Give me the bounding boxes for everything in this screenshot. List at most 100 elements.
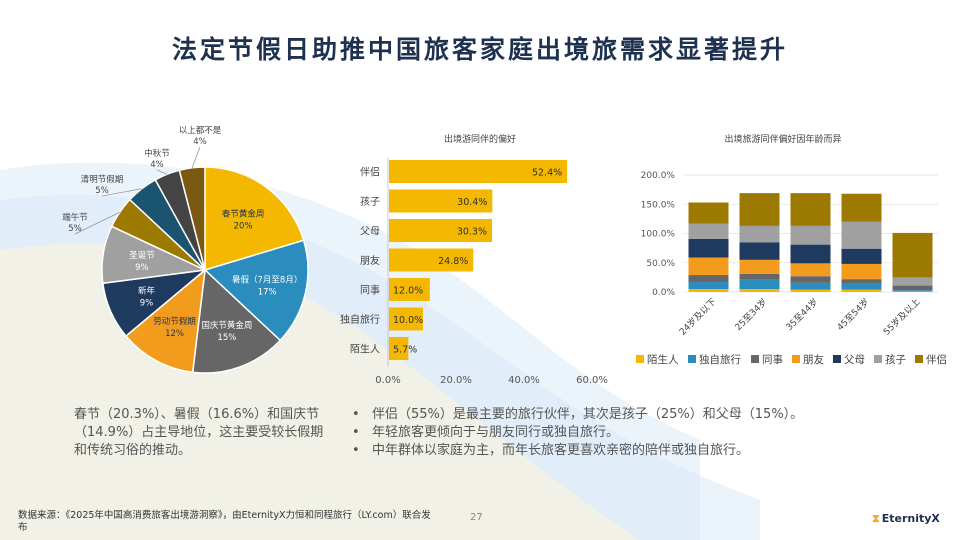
logo-icon: ⧗ (872, 512, 880, 525)
legend-label: 独自旅行 (699, 353, 741, 366)
stacked-bar-segment (790, 276, 831, 283)
slice-value: 12% (165, 329, 184, 339)
y-tick-label: 0.0% (652, 288, 675, 298)
stacked-bar-segment (688, 289, 729, 292)
summary-paragraph: 春节（20.3%）、暑假（16.6%）和国庆节（14.9%）占主导地位，这主要受… (74, 407, 324, 458)
stacked-bar-segment (841, 248, 882, 264)
slice-label: 清明节假期 (81, 174, 124, 185)
stacked-bar-segment (841, 221, 882, 249)
stacked-bar-segment (688, 257, 729, 276)
slice-label: 以上都不是 (179, 126, 222, 136)
slice-label: 春节黄金周 (222, 209, 265, 220)
stacked-bar-segment (688, 223, 729, 239)
stacked-bar-segment (688, 275, 729, 283)
slice-value: 9% (140, 299, 154, 309)
bar-value-label: 10.0% (393, 315, 423, 326)
y-tick-label: 50.0% (646, 259, 675, 269)
slice-value: 4% (193, 137, 207, 147)
insight-list: 伴侣（55%）是最主要的旅行伙伴，其次是孩子（25%）和父母（15%）。 年轻旅… (348, 406, 908, 460)
stacked-bar-segment (739, 279, 780, 290)
slice-value: 20% (234, 222, 253, 232)
x-tick-label: 25至34岁 (732, 296, 769, 333)
category-label: 孩子 (360, 195, 380, 208)
x-tick-label: 45至54岁 (834, 296, 871, 333)
legend-label: 父母 (844, 354, 865, 366)
bar-value-label: 30.4% (457, 197, 487, 208)
slice-value: 4% (150, 160, 164, 170)
legend-label: 陌生人 (647, 353, 679, 366)
stacked-bar-segment (739, 225, 780, 243)
slice-value: 17% (258, 288, 277, 298)
stacked-bar-segment (790, 282, 831, 290)
bar (389, 219, 493, 242)
slice-label: 暑假（7月至8月） (232, 275, 302, 286)
slice-label: 国庆节黄金周 (201, 320, 252, 331)
page-title: 法定节假日助推中国旅客家庭出境旅需求显著提升 (171, 35, 788, 64)
bar-value-label: 12.0% (393, 286, 423, 297)
legend-label: 同事 (762, 353, 783, 366)
stacked-bar-segment (790, 289, 831, 292)
legend-swatch (833, 355, 841, 363)
companion-bar-chart: 出境游同伴的偏好 0.0% 20.0% 40.0% 60.0% 伴侣 52.4% 孩子 30.4… (340, 133, 608, 386)
stacked-bar-segment (841, 193, 882, 222)
stacked-bar-segment (688, 238, 729, 258)
source-note: 数据来源：《2025年中国高消费旅客出境游洞察》，由EternityX力恒和同程… (18, 510, 431, 533)
page-number: 27 (470, 512, 483, 523)
slice-value: 15% (217, 333, 236, 343)
pie-chart: 春节黄金周 20% 暑假（7月至8月） 17% 国庆节黄金周 15% 劳动节假期 12% 新年 9… (62, 126, 309, 374)
x-tick-label: 40.0% (508, 375, 540, 386)
stacked-bar-segment (739, 259, 780, 274)
pie-slice (191, 268, 282, 374)
stacked-bar-segment (790, 263, 831, 277)
category-label: 同事 (360, 284, 380, 297)
slice-label: 中秋节 (144, 148, 170, 159)
pie-slice (204, 166, 305, 272)
stacked-bar-segment (790, 244, 831, 264)
legend-swatch (636, 355, 644, 363)
x-tick-label: 0.0% (375, 375, 400, 386)
bar (389, 278, 430, 301)
y-tick-label: 200.0% (641, 171, 676, 181)
category-label: 陌生人 (350, 343, 380, 356)
bar-value-label: 24.8% (438, 256, 468, 267)
y-tick-label: 100.0% (641, 230, 676, 240)
category-label: 独自旅行 (340, 313, 380, 326)
slice-label: 新年 (138, 286, 156, 297)
brand-logo: ⧗ EternityX (872, 512, 940, 526)
x-tick-label: 55岁及以上 (881, 296, 923, 338)
stacked-bar-segment (841, 279, 882, 284)
stacked-bar-segment (841, 283, 882, 290)
stacked-bar-segment (739, 273, 780, 280)
stacked-bar-segment (739, 289, 780, 292)
stacked-bar-segment (739, 242, 780, 260)
pie-slice (124, 268, 206, 374)
bar (389, 160, 568, 183)
bar-value-label: 52.4% (532, 168, 562, 179)
slice-value: 9% (135, 263, 149, 273)
insight-item: 伴侣（55%）是最主要的旅行伙伴，其次是孩子（25%）和父母（15%）。 (348, 406, 908, 424)
legend-label: 孩子 (885, 353, 906, 366)
stacked-bar-segment (892, 291, 933, 292)
slice-label: 劳动节假期 (153, 316, 196, 327)
stacked-bar-segment (841, 263, 882, 280)
leader-line (74, 211, 120, 235)
chart-title: 出境游同伴的偏好 (444, 133, 516, 145)
age-stacked-chart: 出境旅游同伴偏好因年龄而异 0.0% 50.0% 100.0% 150.0% 200.0%… (636, 133, 947, 366)
slice-label: 端午节 (62, 212, 88, 223)
leader-line (191, 146, 201, 168)
slice-label: 圣诞节 (129, 251, 155, 261)
leader-line (101, 188, 142, 197)
slice-value: 5% (68, 224, 82, 234)
bar (389, 307, 423, 331)
legend-swatch (751, 355, 759, 363)
bar (389, 248, 474, 272)
bar (389, 337, 409, 360)
stacked-bar-segment (892, 285, 933, 291)
legend-swatch (688, 355, 696, 363)
slice-value: 5% (95, 186, 109, 196)
bar-value-label: 30.3% (457, 227, 487, 238)
leader-line (156, 169, 168, 175)
category-label: 父母 (360, 226, 380, 238)
stacked-bar-segment (688, 202, 729, 224)
legend-swatch (792, 355, 800, 363)
